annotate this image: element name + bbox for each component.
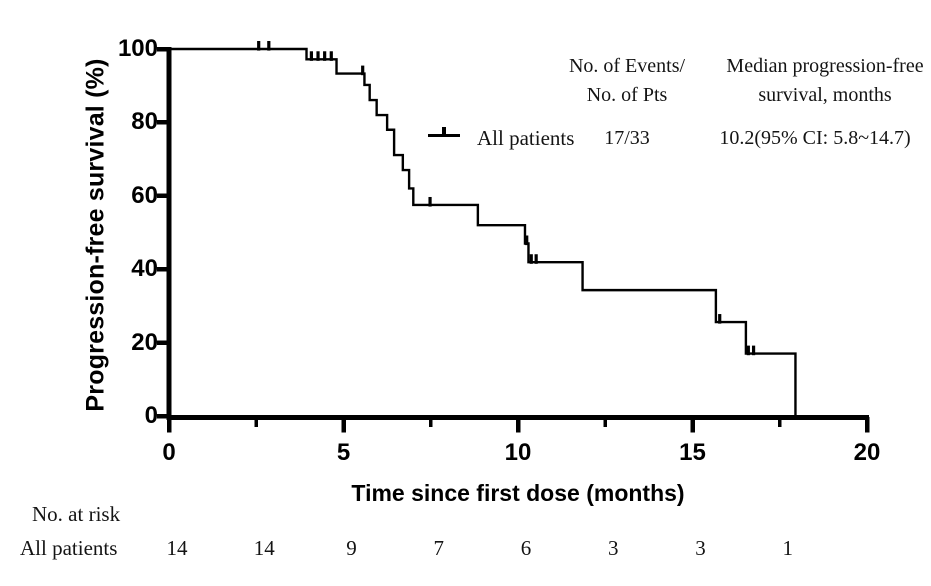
- legend-events-header-line1: No. of Events/: [568, 55, 686, 77]
- y-tick-label: 20: [131, 328, 158, 356]
- at-risk-count: 7: [433, 536, 445, 560]
- legend-median-header-line1: Median progression-free: [726, 55, 924, 77]
- at-risk-count: 3: [608, 536, 619, 560]
- legend-events-value: 17/33: [604, 127, 650, 149]
- y-tick-label: 100: [117, 35, 158, 62]
- x-tick-label: 5: [336, 439, 351, 466]
- y-tick-label: 80: [131, 108, 158, 136]
- x-tick-label: 0: [162, 439, 176, 466]
- legend-censor-symbol-tick: [442, 127, 446, 137]
- km-curve: [169, 47, 797, 416]
- legend-events-header-line2: No. of Pts: [586, 84, 668, 106]
- at-risk-count: 9: [346, 536, 357, 560]
- at-risk-count: 3: [695, 536, 706, 560]
- legend-series-label: All patients: [477, 126, 575, 150]
- legend-median-header-line2: survival, months: [758, 84, 892, 106]
- at-risk-row-label: All patients: [20, 536, 118, 560]
- x-tick-label: 15: [679, 439, 706, 466]
- legend-median-value: 10.2(95% CI: 5.8~14.7): [719, 127, 911, 149]
- x-axis-title: Time since first dose (months): [351, 480, 685, 506]
- at-risk-count: 14: [253, 536, 275, 560]
- y-tick-label: 40: [131, 255, 158, 283]
- y-tick-label: 60: [131, 181, 158, 209]
- x-tick-label: 20: [853, 439, 881, 466]
- x-tick-label: 10: [504, 439, 532, 466]
- y-tick-label: 0: [144, 402, 158, 429]
- at-risk-count: 6: [520, 536, 532, 560]
- at-risk-count: 14: [166, 536, 188, 560]
- at-risk-title: No. at risk: [32, 502, 121, 526]
- at-risk-count: 1: [782, 536, 794, 560]
